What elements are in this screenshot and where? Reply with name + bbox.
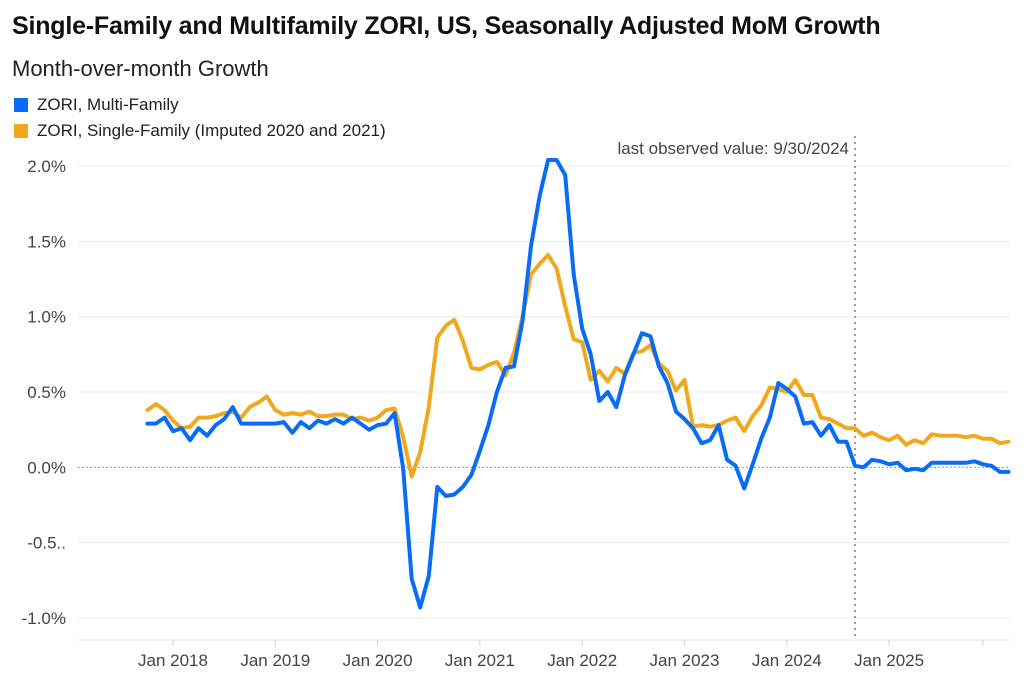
legend-item-multi-family: ZORI, Multi-Family: [14, 92, 386, 118]
x-tick-label: Jan 2022: [547, 651, 617, 670]
y-tick-label: 2.0%: [27, 157, 66, 176]
y-tick-label: -1.0%: [22, 609, 66, 628]
chart-title: Single-Family and Multifamily ZORI, US, …: [12, 12, 881, 40]
legend-item-single-family: ZORI, Single-Family (Imputed 2020 and 20…: [14, 118, 386, 144]
x-tick-label: Jan 2019: [240, 651, 310, 670]
x-tick-label: Jan 2023: [650, 651, 720, 670]
chart-subtitle: Month-over-month Growth: [12, 56, 269, 81]
y-tick-label: 0.0%: [27, 458, 66, 477]
legend-swatch-multi-family: [14, 98, 28, 112]
x-tick-label: Jan 2021: [445, 651, 515, 670]
x-tick-label: Jan 2020: [343, 651, 413, 670]
x-tick-label: Jan 2024: [752, 651, 822, 670]
legend: ZORI, Multi-Family ZORI, Single-Family (…: [14, 92, 386, 144]
last-observed-label: last observed value: 9/30/2024: [617, 139, 849, 158]
x-tick-label: Jan 2025: [854, 651, 924, 670]
y-tick-label: -0.5..: [27, 534, 66, 553]
series-line-single-family: [145, 252, 1011, 479]
y-tick-label: 1.0%: [27, 308, 66, 327]
legend-swatch-single-family: [14, 124, 28, 138]
legend-label-single-family: ZORI, Single-Family (Imputed 2020 and 20…: [37, 121, 386, 140]
series-line-multi-family: [145, 158, 1011, 610]
y-tick-label: 1.5%: [27, 232, 66, 251]
legend-label-multi-family: ZORI, Multi-Family: [37, 95, 179, 114]
y-tick-label: 0.5%: [27, 383, 66, 402]
x-tick-label: Jan 2018: [138, 651, 208, 670]
